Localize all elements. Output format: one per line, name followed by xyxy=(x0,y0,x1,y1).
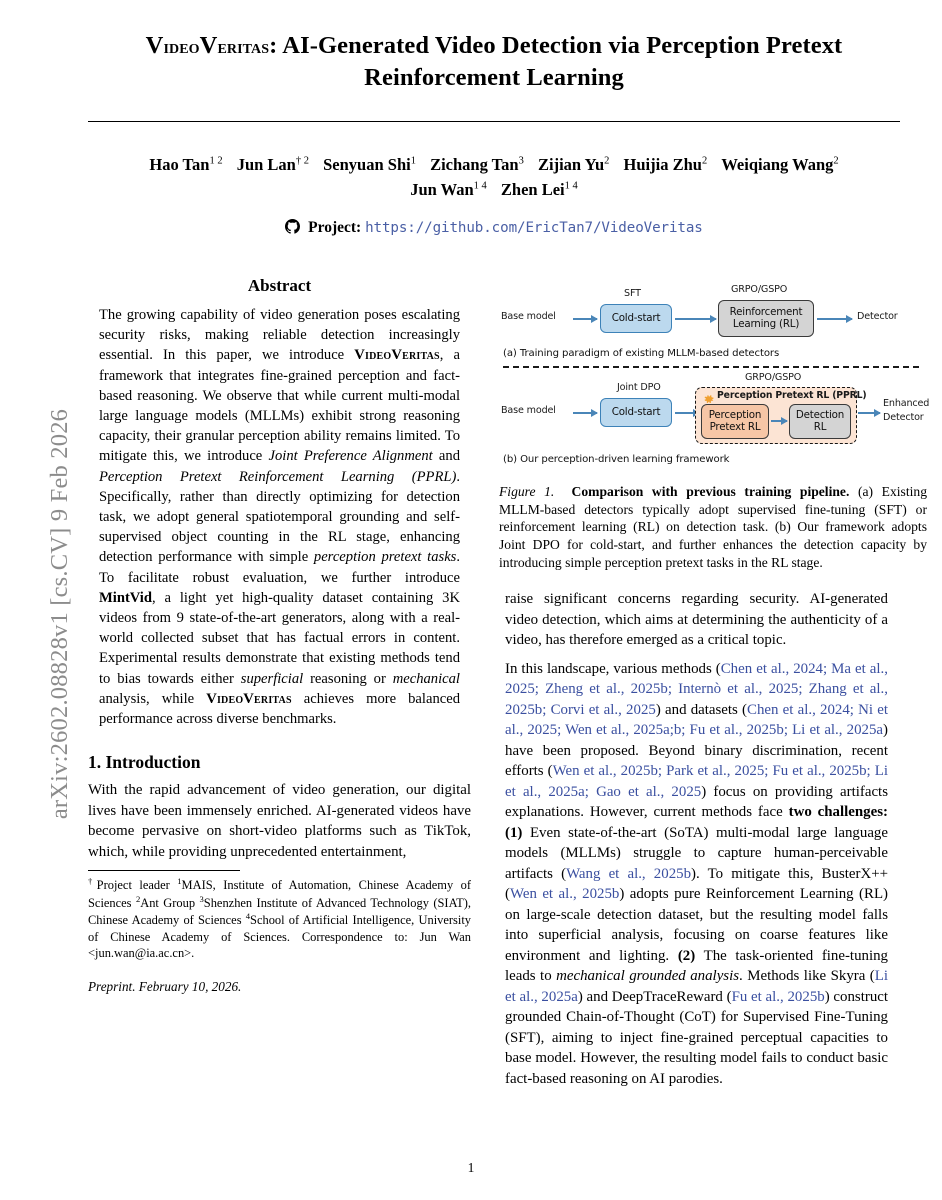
section-heading-introduction: 1. Introduction xyxy=(88,752,201,773)
figure-subcaption-b: (b) Our perception-driven learning frame… xyxy=(503,454,730,465)
project-link-line: Project: https://github.com/EricTan7/Vid… xyxy=(88,218,900,239)
row-b-stage1-label: Joint DPO xyxy=(617,382,661,393)
row-b-output-line2: Detector xyxy=(883,412,924,423)
author-entry: Hao Tan1 2 xyxy=(149,154,223,174)
box-cold-start-b: Cold-start xyxy=(600,398,672,427)
arrow-a3 xyxy=(817,314,853,324)
pipeline-diagram: Base model SFT Cold-start GRPO/GSPO Rein… xyxy=(499,276,929,471)
arrow-b3 xyxy=(771,416,788,426)
footnote-affiliations: †Project leader 1MAIS, Institute of Auto… xyxy=(88,876,472,961)
paper-header: VideoVeritas: AI-Generated Video Detecti… xyxy=(88,22,900,239)
project-url[interactable]: https://github.com/EricTan7/VideoVeritas xyxy=(365,219,703,236)
author-entry: Zijian Yu2 xyxy=(537,154,610,174)
right-paragraph-2: In this landscape, various methods (Chen… xyxy=(505,660,889,1087)
citation-group[interactable]: Chen et al., 2024; Ma et al., 2025; Zhen… xyxy=(505,660,888,718)
abstract-method-name: VideoVeritas xyxy=(354,347,440,364)
row-a-output-label: Detector xyxy=(857,311,898,322)
box-ppr-line2: Pretext RL xyxy=(709,420,761,433)
author-entry: Jun Lan† 2 xyxy=(236,154,309,174)
left-column: Abstract The growing capability of video… xyxy=(88,276,471,995)
figure-1: Base model SFT Cold-start GRPO/GSPO Rein… xyxy=(499,276,929,571)
citation-group[interactable]: Fu et al., 2025b xyxy=(731,988,825,1005)
author-entry: Zichang Tan3 xyxy=(430,154,524,174)
row-b-stage2-label: GRPO/GSPO xyxy=(745,372,802,383)
box-cold-start-a: Cold-start xyxy=(600,304,672,333)
row-b-output-line1: Enhanced xyxy=(883,398,930,409)
citation-group[interactable]: Wang et al., 2025b xyxy=(566,865,692,882)
box-rl-a: Reinforcement Learning (RL) xyxy=(718,300,814,337)
right-column: Base model SFT Cold-start GRPO/GSPO Rein… xyxy=(499,276,929,1097)
project-label: Project: xyxy=(308,218,362,236)
box-det-line2: RL xyxy=(813,420,827,433)
author-entry: Weiqiang Wang2 xyxy=(721,154,839,174)
gear-icon xyxy=(703,390,714,409)
author-entry: Zhen Lei1 4 xyxy=(500,180,578,200)
arxiv-stamp: arXiv:2602.08828v1 [cs.CV] 9 Feb 2026 xyxy=(46,408,73,820)
title-smallcaps-name: VideoVeritas xyxy=(145,32,270,59)
title-rest: : AI-Generated Video Detection via Perce… xyxy=(269,32,843,59)
citation-group[interactable]: Chen et al., 2024; Ni et al., 2025; Wen … xyxy=(505,701,888,739)
row-a-stage1-label: SFT xyxy=(624,288,641,299)
footnote-divider xyxy=(88,870,240,872)
pprl-group-title: Perception Pretext RL (PPRL) xyxy=(717,390,867,401)
author-row-2: Jun Wan1 4 Zhen Lei1 4 xyxy=(88,177,900,203)
row-a-input-label: Base model xyxy=(501,311,556,322)
arrow-a1 xyxy=(573,314,598,324)
citation-group[interactable]: Wen et al., 2025b xyxy=(509,886,620,903)
arrow-b1 xyxy=(573,408,598,418)
figure-separator xyxy=(503,366,919,368)
intro-paragraph-1: With the rapid advancement of video gene… xyxy=(88,782,471,860)
introduction-text: With the rapid advancement of video gene… xyxy=(88,780,471,862)
github-icon xyxy=(285,218,301,239)
author-entry: Senyuan Shi1 xyxy=(323,154,416,174)
citation-group[interactable]: Wen et al., 2025b; Park et al., 2025; Fu… xyxy=(505,763,888,800)
box-rl-a-line2: Learning (RL) xyxy=(732,317,800,330)
author-entry: Huijia Zhu2 xyxy=(623,154,708,174)
abstract-heading: Abstract xyxy=(247,276,312,295)
preprint-notice: Preprint. February 10, 2026. xyxy=(88,978,242,994)
citation-group[interactable]: Li et al., 2025a xyxy=(505,968,889,1005)
box-ppr-line1: Perception xyxy=(708,408,762,421)
right-paragraph-1: raise significant concerns regarding sec… xyxy=(505,591,888,649)
page-number: 1 xyxy=(467,1160,475,1175)
box-detection-rl: Detection RL xyxy=(789,404,851,439)
figure-caption: Figure 1. Comparison with previous train… xyxy=(499,484,927,570)
row-b-input-label: Base model xyxy=(501,405,556,416)
row-a-stage2-label: GRPO/GSPO xyxy=(731,284,788,295)
box-perception-pretext-rl: Perception Pretext RL xyxy=(701,404,769,439)
abstract-method-name-2: VideoVeritas xyxy=(206,690,292,707)
figure-subcaption-a: (a) Training paradigm of existing MLLM-b… xyxy=(503,348,780,359)
two-column-body: Abstract The growing capability of video… xyxy=(88,276,929,1176)
header-divider xyxy=(88,120,900,122)
box-rl-a-line1: Reinforcement xyxy=(729,305,803,318)
title-line-2: Reinforcement Learning xyxy=(364,64,624,92)
right-column-text: raise significant concerns regarding sec… xyxy=(505,589,888,1089)
abstract-text: The growing capability of video generati… xyxy=(99,307,461,728)
box-det-line1: Detection xyxy=(795,408,845,421)
author-list: Hao Tan1 2 Jun Lan† 2 Senyuan Shi1 Zicha… xyxy=(88,152,900,203)
author-entry: Jun Wan1 4 xyxy=(410,180,487,200)
arrow-b4 xyxy=(858,408,881,418)
arrow-a2 xyxy=(675,314,717,324)
page-title: VideoVeritas: AI-Generated Video Detecti… xyxy=(106,30,882,95)
